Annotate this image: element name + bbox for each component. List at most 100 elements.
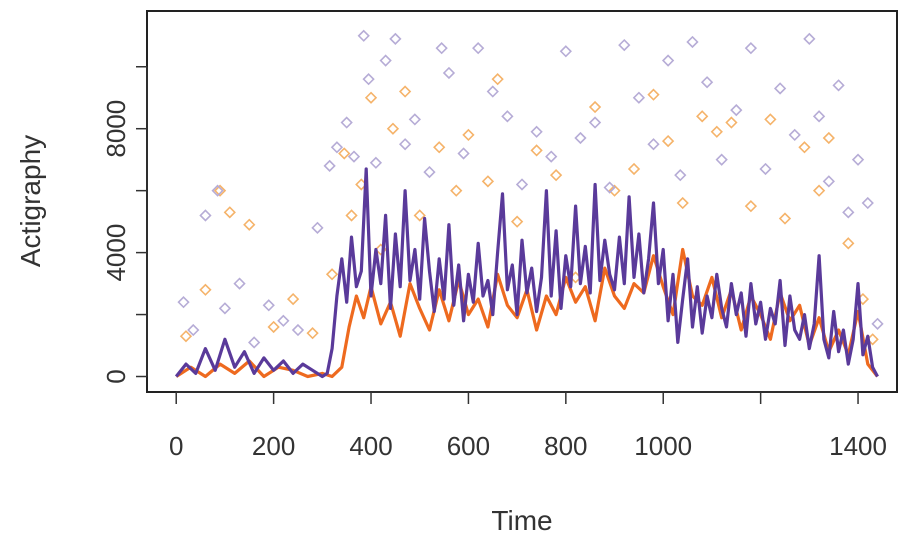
series-1-point [574,131,587,145]
series-0-point [345,209,358,222]
series-0-point [822,131,835,145]
series-1-point [744,42,758,55]
series-1-point [530,125,543,138]
series-0-point [778,212,792,225]
series-1-point [832,79,845,92]
series-1-point [398,138,412,151]
series-1-point [501,110,514,123]
series-1-point [408,113,421,126]
series-1-point [647,138,660,151]
series-0-point [179,330,193,343]
series-0-point [588,100,602,114]
series-0-point [549,169,563,182]
series-1-point [323,159,336,173]
series-1-point [686,35,699,49]
series-0-point [725,116,738,129]
series-1-point [423,165,436,179]
series-1-point [277,314,290,327]
series-1-point [389,32,402,46]
series-0-point [364,91,378,104]
y-tick-label: 0 [101,369,131,383]
series-0-point [398,85,412,98]
series-1-point [803,32,816,46]
series-1-point [199,209,212,222]
series-0-point [530,144,543,157]
series-0-point [413,209,426,222]
series-0-point [213,184,227,197]
series-1-point [812,110,826,123]
series-1-point [435,42,448,55]
series-1-point [369,156,383,169]
axes-layer: 0 200 400 600 800 1000 1400 0 4000 8000 [101,66,887,461]
x-tick-label: 400 [349,431,392,461]
series-1-point [486,85,499,98]
series-1-point [340,116,353,129]
series-1-point [559,45,572,58]
x-axis-title: Time [491,505,552,536]
series-1-point [177,296,190,309]
series-1-point [442,66,456,80]
series-1-point [759,162,772,176]
series-1-point [661,54,675,67]
y-tick-label: 8000 [101,100,131,158]
series-0-point [696,110,709,123]
series-0-point [842,237,855,250]
lines-layer [174,167,879,379]
series-0-point [491,73,504,86]
series-1-point [248,336,261,349]
series-0-point [267,320,280,334]
series-0-point [450,184,463,197]
x-tick-label: 600 [447,431,490,461]
series-1-point [632,91,646,104]
series-0-point [608,184,621,197]
series-0-point [798,141,811,154]
series-0-point [481,175,495,188]
series-1-point [472,42,485,55]
series-0-point [306,327,319,340]
series-1-point [674,169,687,182]
series-3-line [174,167,879,379]
series-1-point [588,116,602,129]
series-0-point [386,122,400,135]
series-1-point [233,277,246,290]
series-1-point [330,141,344,154]
series-0-point [199,283,212,296]
x-tick-label: 1000 [634,431,692,461]
series-0-point [325,268,339,281]
series-1-point [730,103,743,117]
series-1-point [291,323,305,337]
series-1-point [871,317,884,330]
series-0-point [510,215,524,228]
x-tick-label: 200 [252,431,295,461]
series-0-point [338,147,351,160]
series-0-point [243,218,256,231]
series-1-point [861,196,874,210]
series-1-point [357,29,370,42]
series-0-point [223,206,236,219]
series-0-point [462,128,475,142]
series-1-point [262,299,275,312]
series-1-point [347,150,361,163]
series-1-point [715,153,728,166]
series-0-point [764,113,777,126]
series-1-point [362,73,375,86]
series-1-point [545,150,558,163]
series-0-point [744,200,758,213]
series-1-point [822,175,835,188]
series-1-point [187,323,200,337]
series-0-point [433,141,446,154]
series-1-point [457,147,470,160]
series-1-point [603,181,616,194]
series-1-point [788,128,801,142]
series-0-point [661,134,675,148]
series-1-point [311,221,324,234]
x-tick-label: 1400 [829,431,887,461]
series-1-point [618,38,631,52]
series-0-point [627,162,641,176]
series-1-point [515,178,529,191]
series-1-point [851,153,865,166]
x-tick-label: 0 [169,431,183,461]
series-1-point [211,184,224,197]
